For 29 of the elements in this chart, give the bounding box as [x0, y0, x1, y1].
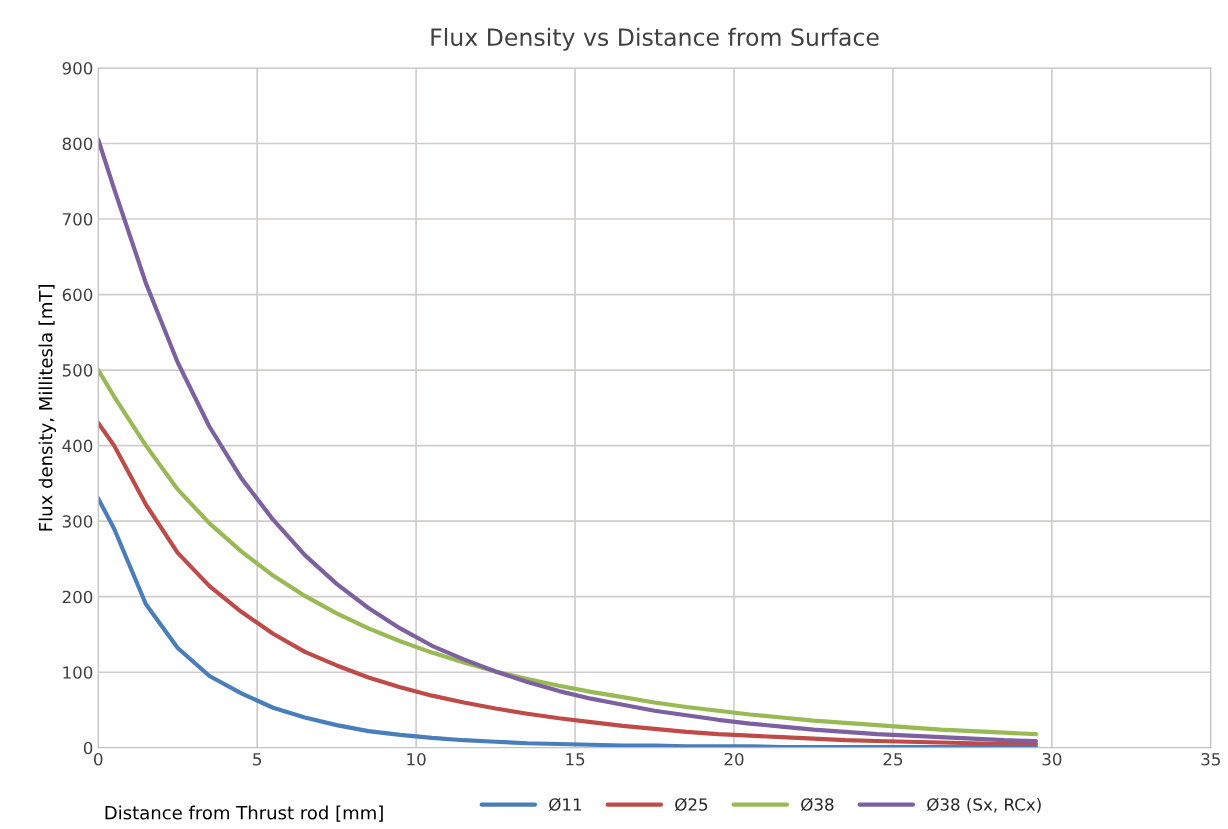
- y-tick-label: 300: [62, 515, 93, 528]
- x-tick-label: 5: [253, 753, 262, 766]
- y-tick-label: 400: [62, 439, 93, 453]
- line-series: [98, 496, 1039, 748]
- x-tick-label: 20: [724, 752, 744, 766]
- x-axis-title: Distance from Thrust rod [mm]: [105, 805, 383, 822]
- x-tick-label: 10: [407, 752, 426, 766]
- y-tick-label: 100: [63, 666, 93, 679]
- legend-label: Ø38: [801, 797, 834, 812]
- y-axis-title: Flux density, Millitesla [mT]: [38, 285, 57, 531]
- y-tick-label: 700: [62, 213, 93, 226]
- legend-label: Ø11: [549, 797, 582, 812]
- legend-label: Ø25: [675, 797, 708, 812]
- x-tick-label: 25: [883, 752, 903, 766]
- x-tick-label: 30: [1042, 752, 1062, 766]
- line-series: [98, 420, 1039, 747]
- x-tick-label: 35: [1201, 752, 1220, 766]
- legend-label: Ø38 (Sx, RCx): [927, 797, 1041, 813]
- y-tick-label: 900: [62, 61, 93, 75]
- y-tick-label: 0: [83, 741, 93, 755]
- line-series: [98, 368, 1039, 737]
- y-tick-label: 600: [62, 288, 93, 302]
- line-series: [98, 137, 1039, 744]
- y-tick-label: 800: [62, 137, 93, 151]
- x-tick-label: 15: [566, 753, 585, 766]
- y-tick-label: 500: [62, 364, 93, 377]
- x-tick-label: 0: [94, 752, 103, 766]
- y-tick-label: 200: [62, 590, 93, 604]
- chart-title: Flux Density vs Distance from Surface: [431, 27, 879, 51]
